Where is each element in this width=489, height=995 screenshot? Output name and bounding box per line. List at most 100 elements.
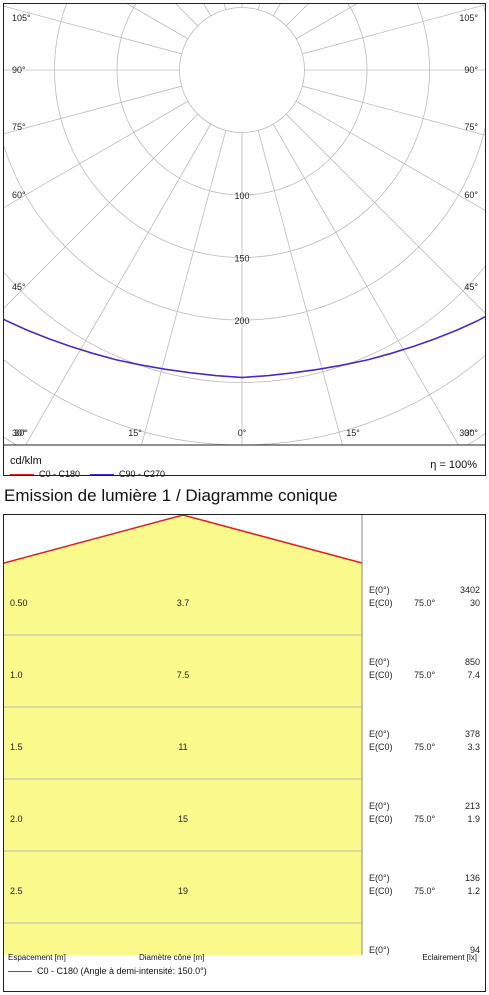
polar-spoke (257, 4, 261, 10)
angle-tick-bottom: 30° (459, 428, 473, 438)
polar-ring (4, 4, 485, 321)
cone-spacing-value: 1.0 (10, 670, 23, 680)
legend-swatch-c90 (90, 473, 114, 475)
radial-tick-label: 150 (234, 254, 249, 264)
radial-tick-label: 200 (234, 316, 249, 326)
e0-value: 850 (465, 657, 480, 667)
angle-tick-bottom: 15° (128, 428, 142, 438)
cone-diameter-value: 7.5 (177, 670, 190, 680)
ec0-label: E(C0) (369, 598, 393, 608)
polar-spoke (175, 4, 199, 27)
legend-item-c90: C90 - C270 (90, 469, 165, 479)
cone-spacing-value: 2.5 (10, 886, 23, 896)
e0-label: E(0°) (369, 801, 390, 811)
polar-spoke (223, 4, 227, 10)
polar-spoke (272, 4, 281, 17)
ec0-value: 7.4 (467, 670, 480, 680)
angle-tick-bottom: 30° (14, 428, 28, 438)
cone-diameter-value: 15 (178, 814, 188, 824)
polar-diagram-panel: 100 150 200 105° 90° 75° 60° 45° 30° 105° 90° 75° 60… (3, 3, 486, 479)
ec0-angle: 75.0° (414, 742, 436, 752)
e0-label: E(0°) (369, 657, 390, 667)
ec0-angle: 75.0° (414, 814, 436, 824)
ec0-label: E(C0) (369, 670, 393, 680)
cone-diagram-panel: 0.50 3.7 E(0°) 3402 E(C0) 75.0° 30 1.0 7.5 E(0°) 8… (3, 514, 486, 992)
angle-tick-left: 75° (12, 122, 26, 132)
legend-label-c0: C0 - C180 (39, 469, 81, 479)
polar-spoke (272, 123, 459, 445)
e0-value: 94 (470, 945, 480, 955)
e0-label: E(0°) (369, 873, 390, 883)
ec0-value: 1.9 (467, 814, 480, 824)
e0-value: 3402 (460, 585, 480, 595)
e0-value: 378 (465, 729, 480, 739)
cone-spacing-value: 2.0 (10, 814, 23, 824)
polar-spoke (203, 4, 212, 17)
polar-ring (4, 4, 485, 452)
ec0-value: 1.2 (467, 886, 480, 896)
polar-spoke (302, 4, 485, 55)
polar-spoke (4, 113, 199, 309)
polar-grid (4, 4, 485, 452)
e0-value: 136 (465, 873, 480, 883)
polar-curve-c90-c270 (4, 315, 485, 379)
polar-spoke (295, 100, 485, 211)
angle-tick-right: 60° (464, 190, 478, 200)
legend-swatch-c0 (10, 473, 34, 475)
angle-tick-left: 60° (12, 190, 26, 200)
polar-spoke (4, 5, 182, 55)
cone-diameter-value: 11 (178, 742, 187, 752)
diameter-axis-label: Diamètre cône [m] (139, 953, 205, 962)
cone-fill (4, 515, 362, 955)
angle-tick-right: 105° (459, 13, 478, 23)
ec0-angle: 75.0° (414, 886, 436, 896)
e0-label: E(0°) (369, 585, 390, 595)
ec0-angle: 75.0° (414, 670, 436, 680)
spacing-axis-label: Espacement [m] (8, 953, 66, 962)
e0-label: E(0°) (369, 729, 390, 739)
angle-tick-right: 45° (464, 282, 478, 292)
angle-tick-left: 45° (12, 282, 26, 292)
cone-legend-swatch (8, 970, 32, 972)
radial-tick-label: 100 (234, 191, 249, 201)
legend-label-c90: C90 - C270 (119, 469, 166, 479)
angle-tick-left: 90° (12, 65, 26, 75)
illuminance-axis-label: Eclairement [lx] (422, 953, 477, 962)
angle-tick-right: 90° (464, 65, 478, 75)
polar-spoke (141, 130, 227, 445)
legend-item-c0: C0 - C180 (10, 469, 80, 479)
polar-ring (179, 7, 305, 133)
polar-spoke (126, 4, 189, 40)
ec0-value: 30 (470, 598, 480, 608)
polar-spoke (4, 100, 189, 208)
polar-spoke (257, 130, 343, 445)
cone-legend: C0 - C180 (Angle à demi-intensité: 150.0… (8, 966, 207, 976)
angle-tick-right: 30° (464, 428, 478, 438)
polar-spoke (285, 113, 485, 314)
efficiency-label: η = 100% (430, 459, 477, 471)
polar-spoke (302, 85, 485, 136)
cone-spacing-value: 1.5 (10, 742, 23, 752)
cone-legend-label: C0 - C180 (Angle à demi-intensité: 150.0… (37, 966, 207, 976)
angle-tick-left: 30° (12, 428, 26, 438)
polar-spoke (25, 123, 212, 445)
polar-spoke (4, 85, 182, 135)
ec0-value: 3.3 (467, 742, 480, 752)
cone-diagram: 0.50 3.7 E(0°) 3402 E(C0) 75.0° 30 1.0 7.5 E(0°) 8… (4, 515, 485, 955)
cone-diagram-title: Emission de lumière 1 / Diagramme coniqu… (4, 486, 338, 505)
polar-spoke (285, 4, 309, 27)
angle-tick-left: 105° (12, 13, 31, 23)
polar-spoke (295, 4, 358, 40)
ec0-label: E(C0) (369, 886, 393, 896)
ec0-angle: 75.0° (414, 598, 436, 608)
cone-diameter-value: 3.7 (177, 598, 190, 608)
e0-value: 213 (465, 801, 480, 811)
ec0-label: E(C0) (369, 742, 393, 752)
cone-spacing-value: 0.50 (10, 598, 28, 608)
polar-ring (4, 433, 485, 445)
cone-outline (4, 515, 363, 564)
ec0-label: E(C0) (369, 814, 393, 824)
e0-label: E(0°) (369, 945, 390, 955)
angle-tick-bottom: 0° (238, 428, 247, 438)
polar-diagram: 100 150 200 105° 90° 75° 60° 45° 30° 105° 90° 75° 60… (4, 4, 485, 452)
